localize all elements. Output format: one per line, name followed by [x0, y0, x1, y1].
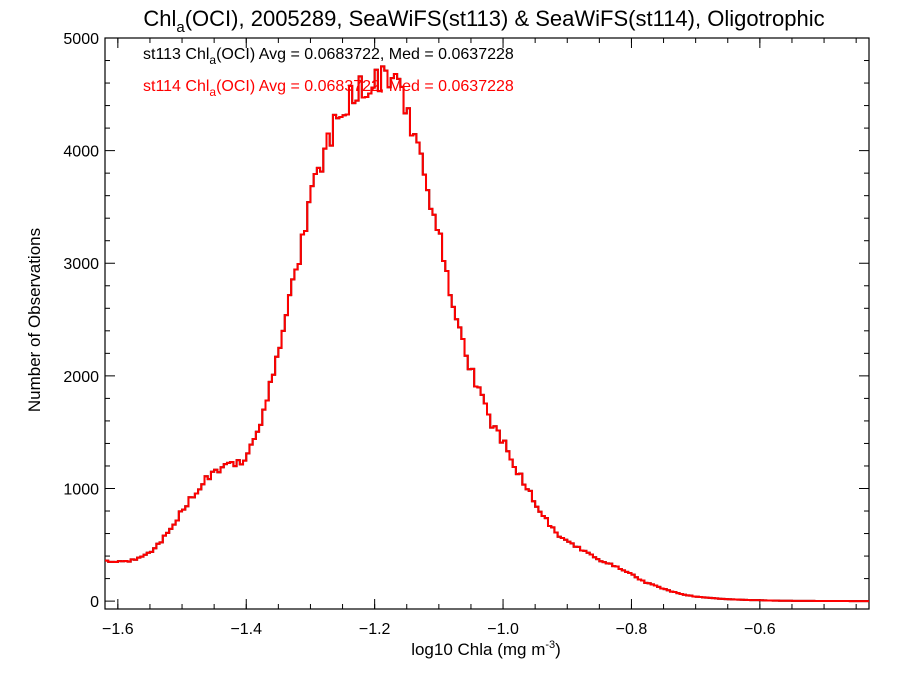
chart-title: Chla(OCI), 2005289, SeaWiFS(st113) & Sea…: [143, 6, 824, 36]
y-axis-label: Number of Observations: [25, 228, 44, 412]
chart-title-rest: (OCI), 2005289, SeaWiFS(st113) & SeaWiFS…: [185, 6, 825, 31]
y-tick-label: 4000: [63, 144, 99, 161]
x-axis-label-superscript: -3: [545, 639, 555, 651]
y-axis-ticks: 0 1000 2000 3000 4000 5000: [63, 31, 869, 611]
legend-st113-subscript: a: [209, 53, 216, 67]
legend-st113-prefix: st113 Chl: [143, 46, 209, 63]
chart-title-subscript: a: [176, 19, 185, 36]
y-tick-label: 1000: [63, 481, 99, 498]
x-tick-label: −1.0: [487, 621, 519, 638]
y-tick-label: 0: [90, 594, 99, 611]
legend-st114-suffix: (OCI) Avg = 0.0683722, Med = 0.0637228: [216, 78, 514, 95]
series-line-st114: [105, 65, 869, 603]
legend-entry-st113: st113 Chla(OCI) Avg = 0.0683722, Med = 0…: [143, 46, 514, 67]
chart-title-main: Chl: [143, 6, 176, 31]
x-tick-label: −0.8: [616, 621, 648, 638]
x-tick-label: −1.4: [230, 621, 262, 638]
y-tick-label: 2000: [63, 369, 99, 386]
series-line-st113: [105, 65, 869, 603]
legend-st113-suffix: (OCI) Avg = 0.0683722, Med = 0.0637228: [216, 46, 514, 63]
plot-frame: [104, 37, 870, 610]
legend-entry-st114: st114 Chla(OCI) Avg = 0.0683722, Med = 0…: [143, 78, 514, 99]
x-tick-label: −1.6: [102, 621, 134, 638]
y-tick-label: 3000: [63, 256, 99, 273]
x-axis-ticks: −1.6 −1.4 −1.2 −1.0 −0.8 −0.6: [102, 38, 857, 638]
legend: st113 Chla(OCI) Avg = 0.0683722, Med = 0…: [143, 46, 514, 99]
y-tick-label: 5000: [63, 31, 99, 48]
legend-st114-prefix: st114 Chl: [143, 78, 209, 95]
x-axis-label-main: log10 Chla (mg m: [411, 640, 545, 659]
series-group: [105, 65, 869, 603]
x-tick-label: −1.2: [359, 621, 391, 638]
x-axis-label: log10 Chla (mg m-3): [411, 639, 561, 659]
x-axis-label-end: ): [555, 640, 561, 659]
legend-st114-subscript: a: [209, 85, 216, 99]
x-tick-label: −0.6: [744, 621, 776, 638]
